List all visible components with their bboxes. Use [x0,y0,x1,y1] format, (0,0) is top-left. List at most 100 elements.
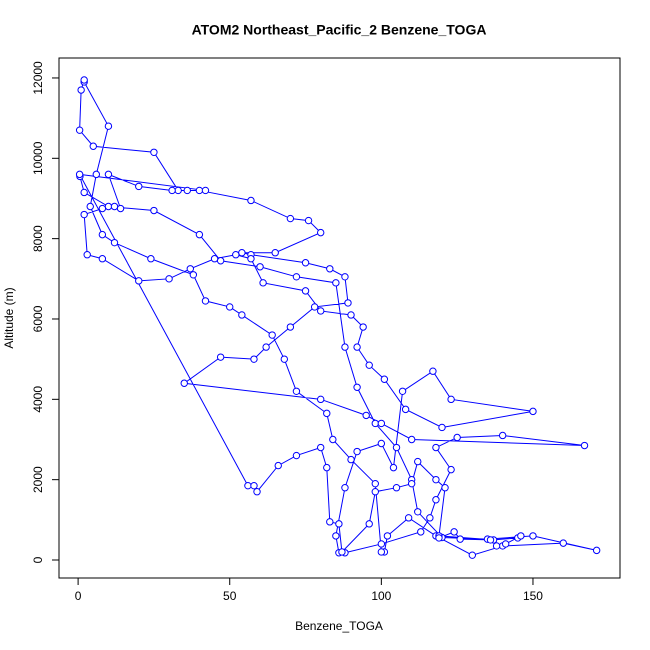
data-point [226,303,234,311]
data-point [450,528,458,536]
data-point [456,535,464,543]
data-point [116,204,125,213]
data-point [377,439,386,448]
data-point [247,196,255,205]
data-point [371,488,379,496]
data-point [110,202,119,211]
data-point [432,443,440,452]
data-point [592,546,601,555]
data-point [280,355,289,363]
data-point [417,528,425,536]
data-point [377,419,386,428]
data-point [216,353,225,361]
y-tick-label: 8000 [31,225,45,252]
data-point [75,126,84,134]
data-point [398,387,407,395]
x-tick-label: 150 [523,589,543,603]
data-point [362,411,370,420]
data-point [292,387,301,395]
data-point [150,148,158,156]
data-point [404,514,413,522]
data-point [262,343,270,351]
data-point [77,86,85,94]
data-point [468,551,477,559]
data-point [310,303,319,311]
data-point [383,532,392,540]
data-point [414,457,422,466]
data-point [210,255,219,263]
data-point [135,277,143,285]
data-point [186,265,195,273]
data-point [304,216,313,225]
data-point [147,255,155,263]
data-point [80,210,88,219]
data-point [98,204,107,213]
data-point [150,206,158,215]
chart-title: ATOM2 Northeast_Pacific_2 Benzene_TOGA [192,22,487,38]
data-point [271,249,279,257]
data-point [429,367,437,375]
data-point [407,479,416,488]
data-point [286,214,295,223]
data-point [332,532,340,540]
data-point [447,395,455,404]
data-point [338,548,346,556]
data-point [83,251,91,259]
data-point [104,202,113,211]
data-point [498,431,507,440]
data-point [189,271,198,279]
data-point [529,532,537,540]
data-point [253,488,261,496]
data-point [341,343,349,351]
data-point [371,419,379,428]
data-point [110,238,119,247]
data-point [238,311,246,319]
data-point [201,186,210,195]
data-point [247,255,255,263]
data-point [335,520,343,528]
data-point [244,481,252,490]
data-point [89,142,97,150]
data-point [347,455,355,464]
data-point [517,532,525,540]
data-point [292,451,301,460]
data-point [250,355,258,363]
data-point [323,409,331,418]
data-point [380,375,389,383]
data-point [329,435,337,444]
data-point [435,534,443,542]
data-point [183,186,191,195]
data-point [195,230,204,239]
data-point [316,307,325,315]
data-point [407,435,416,444]
x-tick-label: 0 [75,589,82,603]
data-point [165,275,173,283]
data-point [92,170,100,179]
y-tick-label: 0 [31,556,45,563]
data-point [174,186,182,195]
data-point [559,539,567,547]
data-point [414,508,422,516]
data-point [256,263,264,271]
data-point [438,423,446,432]
data-point [326,265,334,273]
data-point [323,463,331,472]
data-point [441,483,449,492]
data-point [259,279,267,287]
data-point [274,461,282,470]
data-point [401,405,410,414]
data-point [332,279,340,287]
data-point [292,273,301,281]
data-point [80,188,88,197]
data-point [341,273,349,281]
data-point [392,483,401,492]
y-tick-label: 2000 [31,466,45,493]
data-point [301,287,310,295]
data-point [104,170,113,179]
data-point [195,186,204,195]
data-point [353,447,361,456]
data-point [426,514,434,522]
data-point [341,483,349,492]
data-point [432,475,440,484]
data-point [75,170,84,179]
